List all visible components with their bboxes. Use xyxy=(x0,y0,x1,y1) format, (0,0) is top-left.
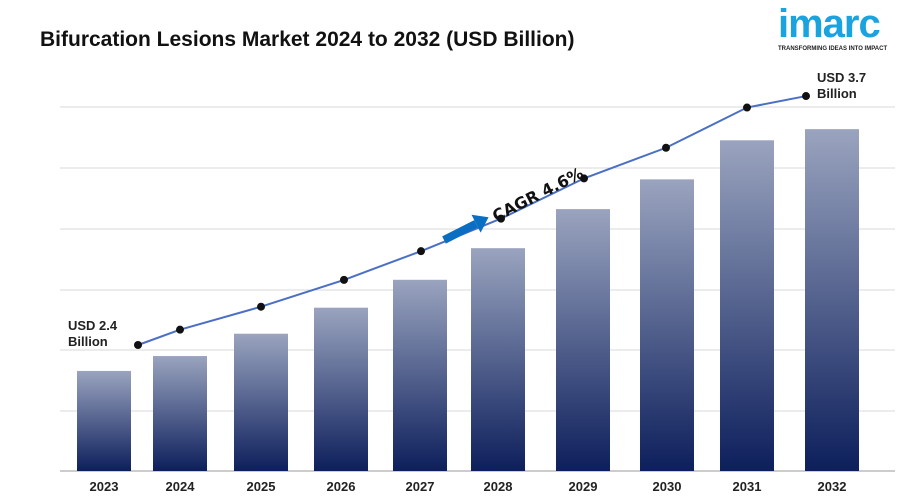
trend-point-2027 xyxy=(417,247,425,256)
x-tick-label: 2030 xyxy=(653,479,682,494)
x-tick-label: 2026 xyxy=(327,479,356,494)
end-value-line2: Billion xyxy=(817,86,857,101)
x-tick-label: 2032 xyxy=(818,479,847,494)
trend-point-2030 xyxy=(662,143,670,152)
x-tick-label: 2024 xyxy=(166,479,196,494)
end-value-line1: USD 3.7 xyxy=(817,70,867,85)
bar-2026 xyxy=(314,307,368,471)
cagr-arrow-icon xyxy=(442,214,489,244)
end-value-label: USD 3.7 Billion xyxy=(817,70,866,102)
bar-2030 xyxy=(640,179,694,472)
x-tick-label: 2028 xyxy=(484,479,513,494)
trend-point-2026 xyxy=(340,275,348,284)
x-tick-label: 2031 xyxy=(733,479,762,494)
x-tick-label: 2027 xyxy=(406,479,435,494)
imarc-logo: imarc TRANSFORMING IDEAS INTO IMPACT xyxy=(778,4,893,52)
logo-word: imarc xyxy=(778,2,881,46)
bar-2024 xyxy=(153,356,207,471)
bar-2029 xyxy=(556,209,610,471)
bar-2027 xyxy=(393,279,447,471)
trend-point-2028 xyxy=(497,214,505,223)
bar-2028 xyxy=(471,248,525,471)
bar-2031 xyxy=(720,140,774,472)
trend-point-2032 xyxy=(802,92,810,101)
bar-2023 xyxy=(77,370,131,471)
x-tick-label: 2023 xyxy=(90,479,119,494)
trend-point-2029 xyxy=(580,174,588,183)
bar-2025 xyxy=(234,333,288,471)
bar-2032 xyxy=(805,129,859,471)
start-value-line2: Billion xyxy=(68,334,108,349)
trend-point-2024 xyxy=(176,325,184,334)
trend-point-2023 xyxy=(134,341,142,349)
trend-point-2025 xyxy=(257,302,265,311)
x-tick-label: 2029 xyxy=(569,479,598,494)
start-value-label: USD 2.4 Billion xyxy=(68,318,117,350)
trend-point-2031 xyxy=(743,103,751,112)
logo-tagline: TRANSFORMING IDEAS INTO IMPACT xyxy=(778,46,888,52)
chart-title: Bifurcation Lesions Market 2024 to 2032 … xyxy=(40,28,575,51)
start-value-line1: USD 2.4 xyxy=(68,318,118,333)
x-tick-label: 2025 xyxy=(247,479,276,494)
